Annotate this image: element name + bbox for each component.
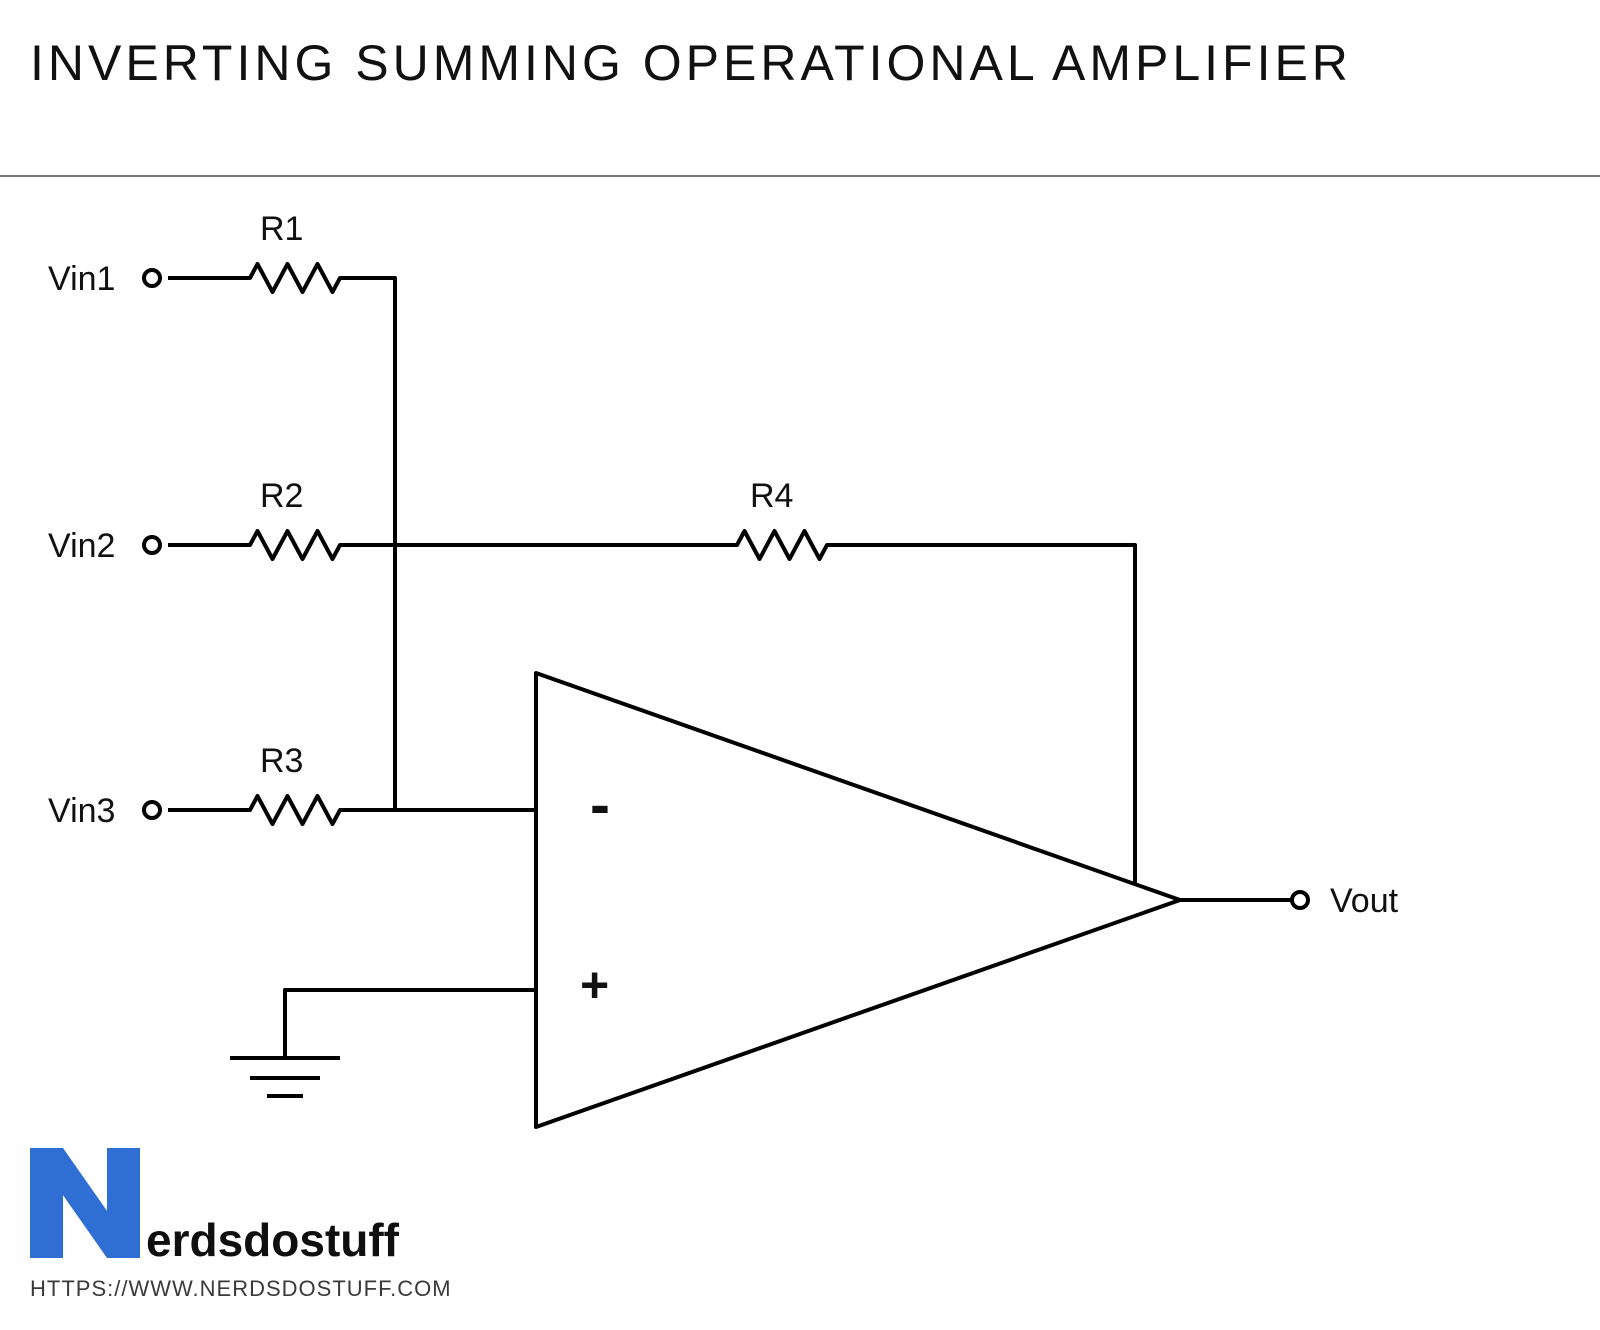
label-vin2: Vin2 (48, 527, 115, 565)
ground-symbol (230, 1058, 340, 1096)
opamp-minus: - (590, 771, 610, 838)
label-vin3: Vin3 (48, 792, 115, 830)
opamp (536, 673, 1180, 1127)
opamp-plus: + (580, 957, 609, 1013)
label-r4: R4 (750, 477, 793, 515)
label-r2: R2 (260, 477, 303, 515)
label-vout: Vout (1330, 882, 1399, 920)
label-r3: R3 (260, 742, 303, 780)
circuit-diagram: INVERTING SUMMING OPERATIONAL AMPLIFIER … (0, 0, 1600, 1330)
brand-rest: erdsdostuff (146, 1214, 400, 1266)
brand (30, 1148, 140, 1258)
brand-url: HTTPS://WWW.NERDSDOSTUFF.COM (30, 1276, 452, 1301)
page-title: INVERTING SUMMING OPERATIONAL AMPLIFIER (30, 35, 1352, 91)
label-vin1: Vin1 (48, 260, 115, 298)
label-r1: R1 (260, 210, 303, 248)
